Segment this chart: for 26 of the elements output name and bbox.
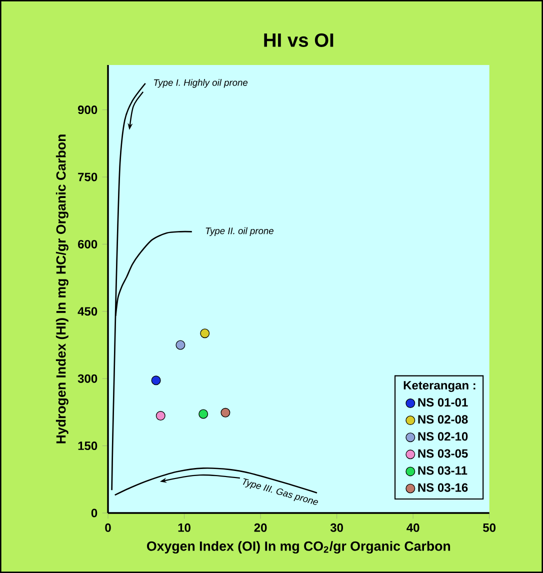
legend-label: NS 03-11	[418, 466, 468, 475]
legend-label: NS 03-16	[418, 483, 468, 492]
chart-title: HI vs OI	[264, 33, 334, 47]
x-tick-label: 0	[105, 523, 111, 532]
y-tick-label: 300	[78, 374, 98, 383]
x-axis-title: Oxygen Index (OI) In mg CO$_{2}$/gr Organic Carbon	[147, 541, 450, 554]
legend-label: NS 03-05	[418, 449, 468, 458]
y-tick-label: 150	[78, 442, 98, 450]
x-tick-label: 20	[254, 523, 267, 532]
series-label: Type I. Highly oil prone	[154, 79, 248, 88]
legend-label: NS 02-08	[418, 415, 468, 424]
series-label: Type II. oil prone	[206, 227, 274, 236]
legend-title: Keterangan :	[404, 381, 476, 392]
x-tick-label: 30	[330, 523, 343, 532]
x-tick-label: 50	[483, 523, 496, 532]
y-tick-label: 0	[91, 508, 98, 518]
y-tick-label: 450	[78, 307, 98, 316]
y-axis-title: Hydrogen Index (HI) In mg HC/gr Organic Carbon	[56, 134, 68, 444]
legend-label: NS 01-01	[418, 398, 468, 407]
y-tick-label: 750	[78, 172, 98, 182]
legend-label: NS 02-10	[418, 432, 468, 441]
y-tick-label: 900	[78, 106, 98, 114]
text: Type III. Gas prone	[242, 478, 318, 505]
y-tick-label: 600	[78, 240, 98, 248]
x-tick-label: 40	[406, 523, 420, 532]
x-tick-label: 10	[178, 523, 190, 532]
